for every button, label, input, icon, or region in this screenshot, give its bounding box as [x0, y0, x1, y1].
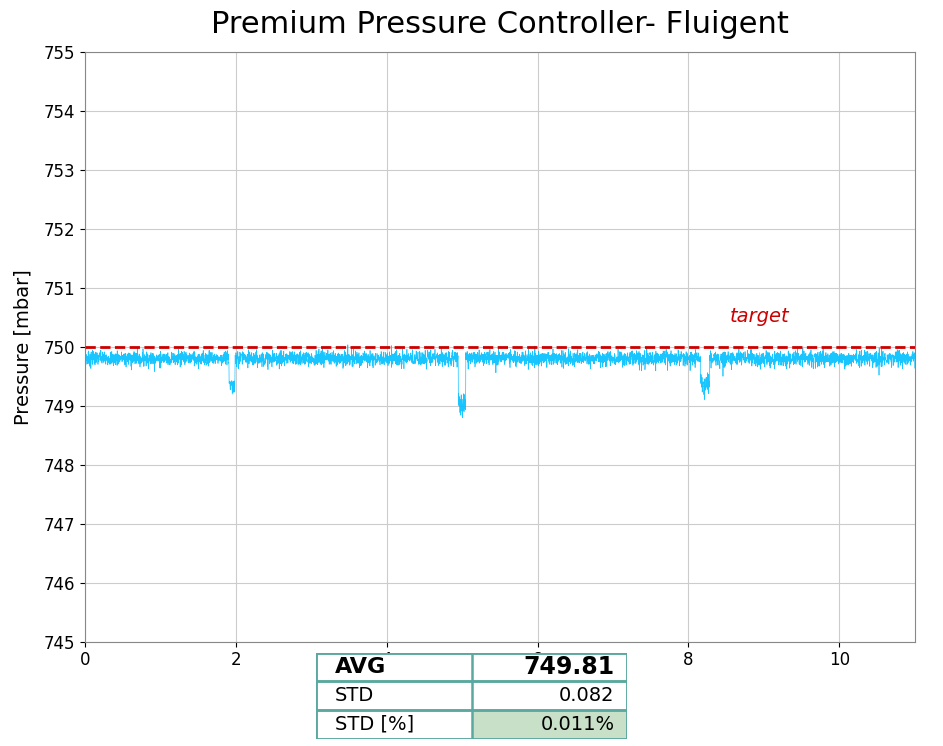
Bar: [316, 653, 472, 681]
X-axis label: Time [h]: Time [h]: [459, 680, 540, 700]
Text: STD: STD: [335, 686, 373, 705]
Bar: [316, 710, 472, 739]
Text: 749.81: 749.81: [523, 655, 615, 679]
Text: AVG: AVG: [335, 657, 386, 677]
Bar: [472, 681, 627, 710]
Text: 0.011%: 0.011%: [540, 715, 615, 734]
Y-axis label: Pressure [mbar]: Pressure [mbar]: [13, 269, 32, 424]
Bar: [472, 653, 627, 681]
Bar: [472, 710, 627, 739]
Bar: [316, 681, 472, 710]
Text: 0.082: 0.082: [559, 686, 615, 705]
Text: target: target: [730, 307, 789, 326]
Text: STD [%]: STD [%]: [335, 715, 414, 734]
Title: Premium Pressure Controller- Fluigent: Premium Pressure Controller- Fluigent: [211, 10, 788, 39]
